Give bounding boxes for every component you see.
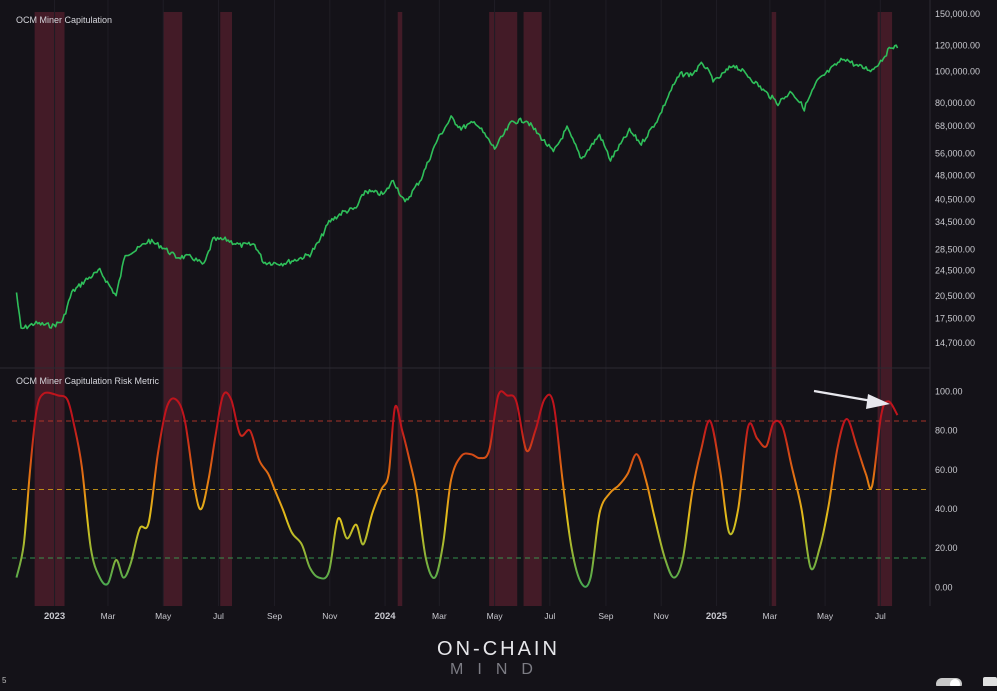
- highlight-band: [220, 12, 233, 606]
- x-tick-label: Nov: [654, 611, 670, 621]
- risk-tick-label: 80.00: [935, 426, 958, 436]
- x-tick-label: Jul: [544, 611, 555, 621]
- price-tick-label: 40,500.00: [935, 195, 975, 205]
- x-tick-label: May: [155, 611, 172, 621]
- risk-tick-label: 100.00: [935, 387, 963, 397]
- price-series: [15, 44, 899, 330]
- x-tick-label: Mar: [101, 611, 116, 621]
- x-tick-label: Jul: [213, 611, 224, 621]
- price-tick-label: 34,500.00: [935, 217, 975, 227]
- x-tick-label: May: [817, 611, 834, 621]
- captions-icon[interactable]: [983, 677, 997, 687]
- price-panel-title: OCM Miner Capitulation: [16, 15, 113, 25]
- highlight-band: [397, 12, 403, 606]
- price-tick-label: 150,000.00: [935, 9, 980, 19]
- price-tick-label: 48,000.00: [935, 170, 975, 180]
- price-line: [15, 44, 899, 330]
- arrow-head: [866, 394, 890, 409]
- price-tick-label: 100,000.00: [935, 66, 980, 76]
- logo-main: ON-CHAIN: [437, 638, 560, 660]
- corner-text: 5: [2, 676, 7, 685]
- price-tick-label: 68,000.00: [935, 121, 975, 131]
- x-axis-ticks: 2023 Mar May Jul Sep Nov 2024 Mar May Jul Sep Nov 20…: [44, 611, 886, 622]
- price-tick-label: 20,500.00: [935, 291, 975, 301]
- arrow-shaft: [813, 389, 873, 403]
- x-tick-label: Nov: [322, 611, 338, 621]
- price-tick-label: 14,700.00: [935, 338, 975, 348]
- highlight-band: [489, 12, 518, 606]
- x-tick-label: May: [487, 611, 504, 621]
- x-tick-label: Mar: [432, 611, 447, 621]
- x-tick-label: 2024: [374, 611, 396, 622]
- price-tick-label: 24,500.00: [935, 266, 975, 276]
- highlight-band: [877, 12, 893, 606]
- x-tick-label: Jul: [875, 611, 886, 621]
- price-tick-label: 28,500.00: [935, 244, 975, 254]
- price-y-ticks: 150,000.00 120,000.00 100,000.00 80,000.00 6…: [935, 9, 980, 348]
- risk-panel-title: OCM Miner Capitulation Risk Metric: [16, 376, 160, 386]
- price-tick-label: 17,500.00: [935, 313, 975, 323]
- price-tick-label: 80,000.00: [935, 98, 975, 108]
- x-tick-label: Sep: [598, 611, 613, 621]
- x-tick-label: 2023: [44, 611, 65, 622]
- x-tick-label: 2025: [706, 611, 728, 622]
- price-tick-label: 120,000.00: [935, 41, 980, 51]
- risk-y-ticks: 100.00 80.00 60.00 40.00 20.00 0.00: [935, 387, 963, 593]
- highlight-band: [771, 12, 777, 606]
- vertical-gridlines: [54, 0, 881, 606]
- price-tick-label: 56,000.00: [935, 149, 975, 159]
- highlight-band: [523, 12, 542, 606]
- risk-tick-label: 40.00: [935, 504, 958, 514]
- highlight-bands: [34, 12, 893, 606]
- risk-tick-label: 60.00: [935, 465, 958, 475]
- risk-series: [15, 390, 899, 588]
- highlight-band: [34, 12, 65, 606]
- x-tick-label: Sep: [267, 611, 282, 621]
- risk-line: [15, 390, 899, 588]
- risk-tick-label: 0.00: [935, 582, 953, 592]
- highlight-band: [163, 12, 183, 606]
- risk-tick-label: 20.00: [935, 543, 958, 553]
- x-tick-label: Mar: [763, 611, 778, 621]
- arrow-annotation: [813, 389, 890, 409]
- logo-sub: MIND: [450, 661, 547, 678]
